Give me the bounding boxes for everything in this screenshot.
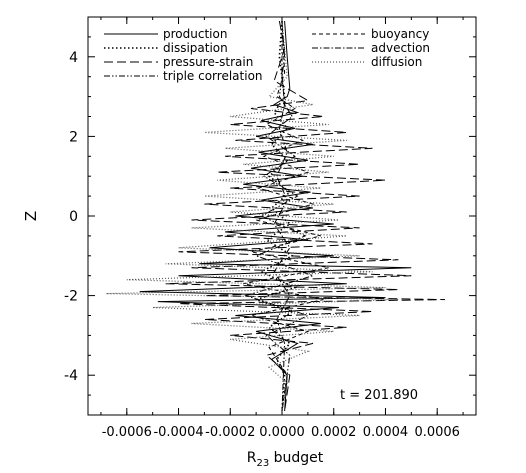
y-tick-label: -2 bbox=[64, 289, 78, 305]
x-tick-label: 0.0002 bbox=[311, 425, 357, 440]
x-tick-label: -0.0006 bbox=[102, 425, 152, 440]
legend-label: pressure-strain bbox=[163, 55, 253, 69]
series-layer bbox=[106, 20, 446, 412]
y-tick-label: 4 bbox=[69, 50, 78, 66]
x-axis-label-subscript: 23 bbox=[256, 458, 269, 469]
legend-label: triple correlation bbox=[163, 69, 263, 83]
y-tick-label: -4 bbox=[64, 368, 78, 384]
x-tick-label: -0.0004 bbox=[153, 425, 203, 440]
axis-layer: -0.0006 -0.0004 -0.0002 0.0000 0.0002 0.0004 0… bbox=[64, 16, 476, 440]
x-axis-label: R23 budget bbox=[247, 450, 324, 469]
y-tick-label: 2 bbox=[69, 129, 78, 145]
series-line-pressure-strain bbox=[165, 20, 446, 412]
x-tick-label: 0.0006 bbox=[414, 425, 460, 440]
x-axis-label-main: R bbox=[247, 450, 257, 466]
legend-label: advection bbox=[371, 41, 430, 55]
y-tick-label: 0 bbox=[69, 209, 78, 225]
x-tick-label: -0.0002 bbox=[205, 425, 255, 440]
plot-frame bbox=[87, 16, 477, 416]
legend-label: diffusion bbox=[371, 55, 422, 69]
time-annotation: t = 201.890 bbox=[340, 388, 418, 403]
series-line-advection bbox=[273, 21, 291, 412]
legend-label: buoyancy bbox=[371, 27, 429, 41]
legend: productiondissipationpressure-straintrip… bbox=[104, 27, 430, 83]
legend-label: dissipation bbox=[163, 41, 228, 55]
x-tick-label: 0.0004 bbox=[363, 425, 409, 440]
x-tick-label: 0.0000 bbox=[259, 425, 305, 440]
x-axis-label-rest: budget bbox=[269, 450, 324, 466]
series-line-buoyancy bbox=[243, 20, 329, 412]
series-line-production bbox=[139, 20, 412, 412]
series-line-triple-correlation bbox=[244, 20, 315, 412]
y-axis-label: Z bbox=[22, 211, 40, 221]
legend-label: production bbox=[163, 27, 227, 41]
